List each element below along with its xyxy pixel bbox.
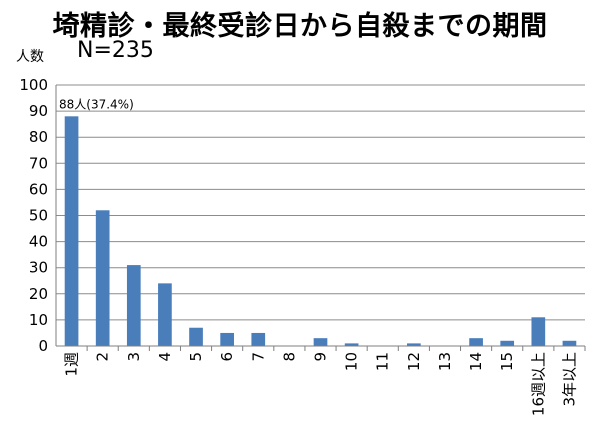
chart-title: 埼精診・最終受診日から自殺までの期間	[52, 11, 548, 42]
bar-5	[189, 327, 203, 346]
x-tick-label: 15	[498, 352, 516, 371]
bar-7	[251, 332, 266, 346]
y-tick-label: 60	[29, 180, 48, 198]
y-tick-label: 0	[38, 337, 48, 355]
y-tick-label: 80	[29, 128, 48, 146]
bar-4	[158, 283, 172, 346]
tick-labels: 0 10 20 30 40 50 60 70 80 90 100 1週 2 3 4 5 6 7 8 9 10 11 12 13…	[19, 76, 578, 416]
gridlines	[56, 84, 585, 321]
x-tick-label: 10	[343, 352, 361, 371]
x-tick-label: 14	[467, 352, 485, 371]
x-tick-label: 5	[187, 352, 205, 362]
x-tick-label: 13	[436, 352, 454, 371]
data-label: 88人(37.4%)	[59, 97, 134, 111]
x-tick-label: 8	[280, 352, 298, 362]
bar-14	[469, 338, 483, 346]
x-tick-label: 3	[125, 352, 143, 362]
y-tick-label: 30	[29, 259, 48, 277]
bar-6	[220, 332, 234, 346]
y-tick-label: 70	[29, 154, 48, 172]
y-tick-label: 50	[29, 207, 48, 225]
sample-size-label: N=235	[77, 38, 154, 63]
x-tick-label: 12	[405, 352, 423, 371]
x-tick-label: 3年以上	[560, 352, 578, 407]
bar-10	[344, 343, 359, 346]
x-tick-label: 9	[312, 352, 330, 362]
y-tick-label: 100	[19, 76, 48, 94]
bar-15	[500, 340, 515, 346]
bars	[64, 116, 577, 346]
y-tick-label: 20	[29, 285, 48, 303]
x-tick-label: 16週以上	[529, 352, 547, 416]
x-tick-label: 2	[94, 352, 112, 362]
axes	[55, 85, 586, 351]
bar-3年以上	[562, 340, 577, 346]
y-tick-label: 10	[29, 311, 48, 329]
y-tick-label: 90	[29, 102, 48, 120]
y-axis-label: 人数	[16, 49, 44, 65]
bar-9	[313, 338, 328, 346]
x-tick-label: 1週	[63, 352, 81, 377]
bar-3	[126, 265, 141, 346]
bar-12	[407, 343, 421, 346]
bar-2	[95, 210, 110, 346]
bar-16週以上	[531, 317, 546, 346]
x-tick-label: 11	[374, 352, 392, 371]
x-tick-label: 4	[156, 352, 174, 362]
bar-1週	[64, 116, 79, 346]
x-tick-label: 6	[218, 352, 236, 362]
x-tick-label: 7	[249, 352, 267, 362]
y-tick-label: 40	[29, 233, 48, 251]
